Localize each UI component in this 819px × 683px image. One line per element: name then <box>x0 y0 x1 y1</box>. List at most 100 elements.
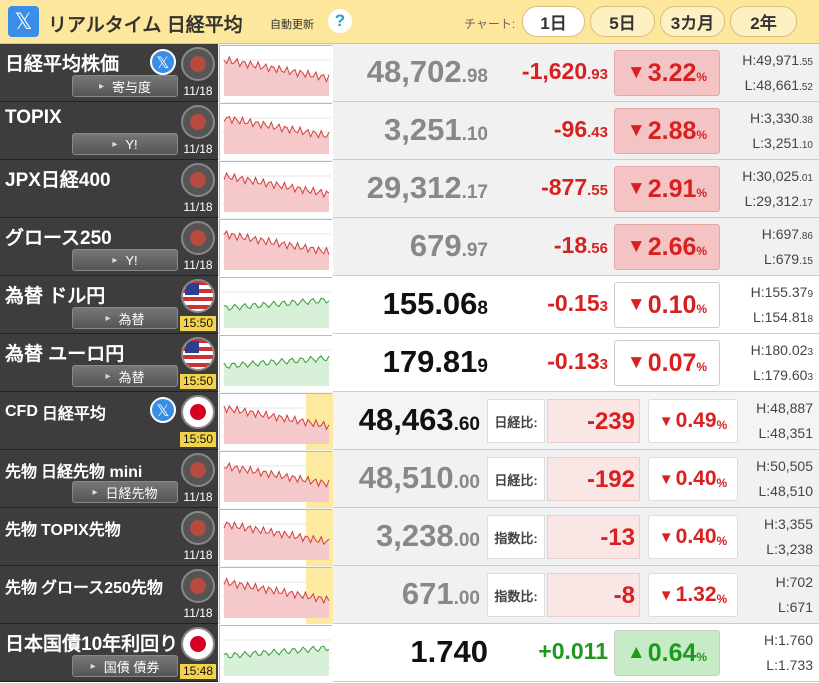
sparkline <box>220 568 333 624</box>
row-label: 先物 TOPIX先物 11/18 <box>0 508 218 566</box>
low-decimal: 8 <box>807 314 813 325</box>
mini-chart[interactable] <box>219 335 333 392</box>
row: 日経平均株価𝕏寄与度11/1848,702.98-1,620.93▼3.22%H… <box>0 44 819 102</box>
time: 11/18 <box>183 548 213 562</box>
row: CFD 日経平均 𝕏 15:50 48,463.60 日経比: -239 ▼ 0.49% H:48… <box>0 392 819 450</box>
direction-arrow: ▼ <box>658 470 674 488</box>
low: L:1.733 <box>766 657 813 673</box>
x-logo[interactable]: 𝕏 <box>8 6 39 37</box>
name-text: TOPIX <box>5 107 62 128</box>
high-main: H:30,025 <box>742 168 800 184</box>
row-label: 日経平均株価 𝕏寄与度 11/18 <box>0 44 218 102</box>
percent-change: ▼ 2.88% <box>614 108 720 154</box>
high-main: H:697 <box>761 226 800 242</box>
mini-chart[interactable] <box>219 451 333 508</box>
change: -8 <box>547 573 640 617</box>
direction-arrow: ▼ <box>626 236 646 257</box>
percent-value: 1.32 <box>675 583 717 606</box>
chart-tab[interactable]: 5日 <box>590 6 655 37</box>
icon <box>181 163 215 197</box>
percent-unit: % <box>696 360 708 374</box>
percent-change: ▼ 1.32% <box>648 573 738 617</box>
mini-chart[interactable] <box>219 393 333 450</box>
badge: 先物 <box>5 522 38 539</box>
icon-dot <box>185 341 199 353</box>
sparkline <box>220 104 333 160</box>
price-decimal: .10 <box>461 124 488 145</box>
sparkline <box>220 162 333 218</box>
mini-chart[interactable] <box>219 509 333 566</box>
change-main: -8 <box>613 582 635 609</box>
percent-value: 3.22 <box>647 58 697 87</box>
sub-button[interactable]: 寄与度 <box>72 75 178 97</box>
row-label: グロース250Y! 11/18 <box>0 218 218 276</box>
percent-change: ▼ 3.22% <box>614 50 720 96</box>
low-main: L:48,510 <box>758 483 814 499</box>
mini-chart[interactable] <box>219 219 333 276</box>
row-label: 為替 ドル円為替15:50 <box>0 276 218 334</box>
chart-tab[interactable]: 1日 <box>522 6 585 37</box>
chart-tab[interactable]: 2年 <box>730 6 797 37</box>
sub-button[interactable]: 日経先物 <box>72 481 178 503</box>
change-main: -18 <box>553 232 588 258</box>
chart-tab[interactable]: 3カ月 <box>660 6 725 37</box>
mini-chart[interactable] <box>219 277 333 334</box>
sub-button[interactable]: 為替 <box>72 307 178 329</box>
row-label: 先物 グロース250先物 11/18 <box>0 566 218 624</box>
sub-button[interactable]: 国債 債券 <box>72 655 178 677</box>
price-decimal: .00 <box>453 530 480 551</box>
row: 為替 ドル円為替15:50155.068-0.153▼0.10%H:155.37… <box>0 276 819 334</box>
change: -13 <box>547 515 640 559</box>
price-decimal: .17 <box>461 182 488 203</box>
low-main: L:48,661 <box>744 77 800 93</box>
percent-value: 0.40 <box>675 467 717 490</box>
sub-button[interactable]: 為替 <box>72 365 178 387</box>
low-decimal: .15 <box>799 256 813 267</box>
help[interactable]: ? <box>328 9 352 33</box>
time: 11/18 <box>183 200 213 214</box>
low: L:3,238 <box>766 541 813 557</box>
x-share[interactable]: 𝕏 <box>150 397 176 423</box>
name-text: JPX日経400 <box>5 170 111 191</box>
low-main: L:154.81 <box>752 309 808 325</box>
mini-chart[interactable] <box>219 567 333 624</box>
change-decimal: .43 <box>587 124 608 141</box>
percent-change: ▼ 0.40% <box>648 515 738 559</box>
change-decimal: 3 <box>599 298 608 315</box>
high: H:3,355 <box>764 516 813 532</box>
row-name: 日経平均株価 <box>5 49 119 76</box>
high: H:702 <box>776 574 813 590</box>
row-name: グロース250 <box>5 223 112 250</box>
sparkline <box>220 220 333 276</box>
percent-change: ▼ 0.40% <box>648 457 738 501</box>
high-main: H:702 <box>775 574 813 590</box>
row-name: 為替 ユーロ円 <box>5 339 124 366</box>
price-decimal: .00 <box>453 588 480 609</box>
time: 11/18 <box>183 84 213 98</box>
row-name: JPX日経400 <box>5 165 111 192</box>
sub-button[interactable]: Y! <box>72 249 178 271</box>
row-name: 先物 日経先物 mini <box>5 458 142 482</box>
mini-chart[interactable] <box>219 161 333 218</box>
icon-dot <box>185 283 199 295</box>
low-main: L:671 <box>777 599 813 615</box>
mini-chart[interactable] <box>219 625 333 682</box>
mini-chart[interactable] <box>219 103 333 160</box>
x-share[interactable]: 𝕏 <box>150 49 176 75</box>
badge: CFD <box>5 403 38 420</box>
price-main: 48,463 <box>358 402 454 437</box>
row: 先物 グロース250先物 11/18 671.00 指数比: -8 ▼ 1.32% H:702 L… <box>0 566 819 624</box>
price: 48,463.60 <box>359 402 480 438</box>
sub-button[interactable]: Y! <box>72 133 178 155</box>
percent-value: 0.49 <box>675 409 717 432</box>
direction-arrow: ▼ <box>626 294 646 315</box>
name-text: TOPIX先物 <box>41 522 121 539</box>
low-main: L:179.60 <box>752 367 808 383</box>
sparkline <box>220 336 333 392</box>
low: L:179.603 <box>753 367 813 383</box>
percent-unit: % <box>696 128 708 142</box>
mini-chart[interactable] <box>219 45 333 102</box>
